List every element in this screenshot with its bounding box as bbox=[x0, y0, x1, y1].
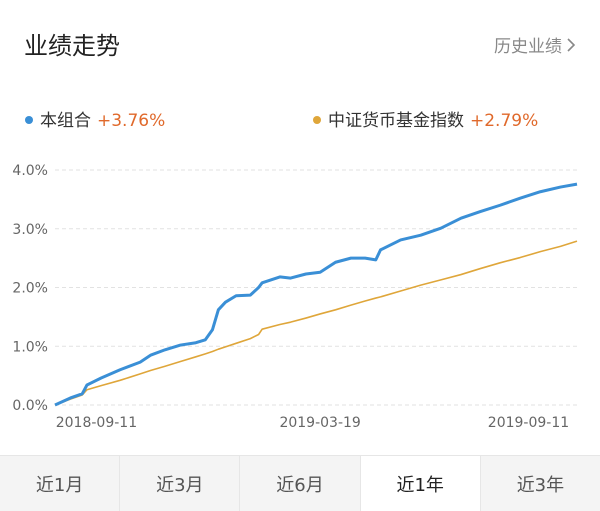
period-tab[interactable]: 近6月 bbox=[240, 456, 361, 511]
series-line bbox=[54, 182, 578, 407]
history-link[interactable]: 历史业绩 bbox=[494, 32, 576, 57]
x-tick-label: 2019-03-19 bbox=[279, 415, 360, 431]
legend-label: 本组合 +3.76% bbox=[40, 111, 165, 131]
legend-change: +2.79% bbox=[470, 111, 538, 131]
y-tick-label: 0.0% bbox=[12, 398, 48, 414]
legend-label: 中证货币基金指数 +2.79% bbox=[328, 111, 538, 131]
series-line bbox=[54, 240, 578, 406]
legend-dot bbox=[313, 116, 321, 124]
legend-change: +3.76% bbox=[97, 111, 165, 131]
x-tick-label: 2018-09-11 bbox=[56, 415, 137, 431]
y-tick-label: 2.0% bbox=[12, 281, 48, 297]
legend-item: 中证货币基金指数 +2.79% bbox=[313, 111, 538, 131]
x-tick-label: 2019-09-11 bbox=[488, 415, 569, 431]
legend-name: 本组合 bbox=[40, 111, 91, 131]
period-tabs: 近1月 近3月 近6月 近1年 近3年 bbox=[0, 455, 600, 511]
y-tick-label: 1.0% bbox=[12, 339, 48, 355]
y-tick-label: 4.0% bbox=[12, 163, 48, 179]
period-tab[interactable]: 近1年 bbox=[360, 456, 481, 511]
chevron-icon bbox=[567, 37, 576, 52]
y-tick-label: 3.0% bbox=[12, 222, 48, 238]
section-title: 业绩走势 bbox=[24, 32, 120, 60]
period-tab[interactable]: 近3年 bbox=[516, 474, 565, 496]
history-link-text[interactable]: 历史业绩 bbox=[494, 37, 562, 57]
legend-name: 中证货币基金指数 bbox=[328, 111, 464, 131]
period-tab[interactable]: 近3月 bbox=[120, 456, 241, 511]
period-tab[interactable]: 近1月 bbox=[0, 456, 121, 511]
legend-dot bbox=[25, 116, 33, 124]
chart: 本组合 +3.76% 中证货币基金指数 +2.79% 0.0% 1.0% 2.0% 3.0% 4… bbox=[12, 111, 580, 431]
legend-item: 本组合 +3.76% bbox=[25, 111, 165, 131]
